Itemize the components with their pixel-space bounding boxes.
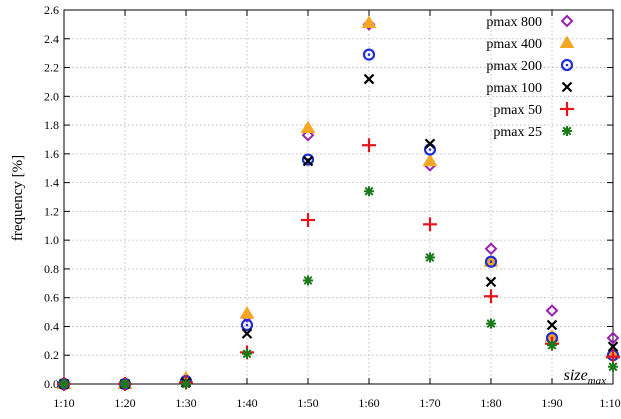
data-point [425, 252, 435, 263]
data-point [484, 255, 498, 268]
data-point [241, 328, 253, 339]
y-tick-label: 1.0 [44, 233, 59, 247]
y-tick-label: 2.4 [44, 32, 59, 46]
x-axis-title-main: size [564, 367, 588, 384]
data-point [301, 213, 315, 228]
plot-frame [63, 9, 614, 385]
data-point [300, 120, 316, 134]
legend-marker [560, 102, 574, 116]
legend-item: pmax 50 [493, 102, 574, 118]
plot-border [63, 9, 614, 385]
y-tick-label: 2.2 [44, 61, 59, 75]
data-point [59, 379, 69, 389]
data-point [484, 289, 498, 304]
data-point [484, 242, 498, 256]
series-pmax-100 [58, 73, 619, 390]
x-tick-label: 1:10 [53, 396, 74, 410]
data-point [545, 304, 559, 318]
series-pmax-25 [59, 186, 618, 389]
legend-marker [562, 126, 572, 136]
y-tick-label: 1.6 [44, 147, 59, 161]
data-point [362, 138, 376, 153]
series-pmax-200 [57, 48, 620, 391]
legend: pmax 800 pmax 400 pmax 200 pmax 100 pmax 50 p… [486, 14, 575, 140]
legend-item: pmax 800 [486, 14, 574, 30]
grid-lines [64, 10, 613, 384]
y-tick-label: 0.6 [44, 291, 59, 305]
legend-marker [560, 14, 574, 28]
y-axis-title: frequency [%] [10, 155, 26, 241]
x-tick-label: 1:20 [114, 396, 135, 410]
data-point [364, 186, 374, 197]
legend-marker [559, 35, 575, 49]
series-pmax-50 [57, 138, 620, 391]
data-point [423, 217, 437, 232]
legend-label: pmax 400 [486, 37, 542, 52]
legend-item: pmax 400 [486, 35, 575, 52]
legend-item: pmax 100 [486, 81, 573, 96]
x-tick-label: 1:100 [599, 396, 621, 410]
legend-item: pmax 25 [493, 125, 572, 140]
data-point [303, 275, 313, 286]
x-tick-label: 1:70 [419, 396, 440, 410]
x-tick-label: 1:90 [541, 396, 562, 410]
x-tick-label: 1:80 [480, 396, 501, 410]
legend-marker [560, 58, 574, 72]
data-point [120, 379, 130, 389]
legend-label: pmax 800 [486, 15, 542, 30]
series-pmax-800 [57, 17, 620, 391]
y-tick-label: 2.0 [44, 89, 59, 103]
y-tick-label: 0.4 [44, 319, 59, 333]
data-point [242, 348, 252, 359]
y-tick-label: 1.2 [44, 204, 59, 218]
data-point [422, 153, 438, 167]
x-tick-label: 1:40 [236, 396, 257, 410]
data-point [486, 318, 496, 329]
data-point [608, 361, 618, 372]
data-points [56, 15, 621, 391]
data-point [240, 318, 254, 332]
y-axis: 0.0 0.2 0.4 0.6 0.8 1.0 1.2 1.4 1.6 1.8 2.0 2.2 2.4 2… [44, 3, 613, 391]
y-tick-label: 1.4 [44, 176, 59, 190]
data-point [607, 341, 619, 352]
y-tick-label: 2.6 [44, 3, 59, 17]
data-point [485, 276, 497, 288]
data-point [606, 349, 620, 364]
legend-marker [561, 81, 573, 93]
x-tick-label: 1:60 [358, 396, 379, 410]
data-point [424, 138, 436, 150]
x-axis-title: sizemax [564, 367, 606, 387]
x-axis-title-subscript: max [588, 375, 606, 387]
legend-label: pmax 50 [493, 103, 542, 118]
data-point [302, 155, 314, 167]
legend-label: pmax 200 [486, 59, 542, 74]
x-axis: 1:10 1:20 1:30 1:40 1:50 1:60 1:70 1:80 1:90 1:10… [53, 10, 621, 410]
data-point [181, 379, 191, 389]
data-point [361, 15, 377, 28]
y-tick-label: 0.8 [44, 262, 59, 276]
data-point [546, 319, 558, 331]
legend-item: pmax 200 [486, 58, 574, 74]
data-point [606, 331, 620, 345]
y-tick-label: 1.8 [44, 118, 59, 132]
x-tick-label: 1:30 [175, 396, 196, 410]
y-tick-label: 0.0 [44, 377, 59, 391]
data-point [547, 340, 557, 351]
legend-label: pmax 25 [493, 125, 542, 140]
y-tick-label: 0.2 [44, 348, 59, 362]
data-point [362, 48, 376, 61]
data-point [239, 306, 255, 319]
legend-label: pmax 100 [486, 81, 542, 96]
x-tick-label: 1:50 [297, 396, 318, 410]
data-point [301, 128, 315, 142]
data-point [363, 73, 375, 85]
